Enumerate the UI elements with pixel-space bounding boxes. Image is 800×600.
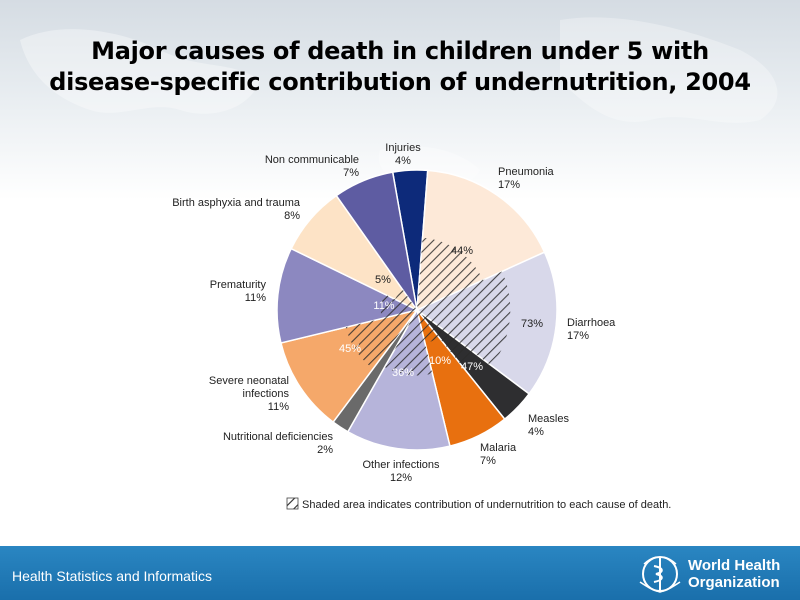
undernutrition-hatch-prematurity [380, 294, 417, 319]
undernutrition-label-pneumonia: 44% [451, 245, 473, 257]
undernutrition-hatch-severe-neonatal-infections [345, 310, 417, 369]
undernutrition-label-measles: 47% [461, 361, 483, 373]
title-line-1: Major causes of death in children under … [91, 37, 709, 65]
undernutrition-label-severe-neonatal-infections: 45% [339, 343, 361, 355]
world-map-watermark [20, 17, 778, 190]
undernutrition-hatch-birth-asphyxia-and-trauma [395, 290, 417, 310]
slice-label-pneumonia: Pneumonia 17% [498, 166, 555, 191]
slice-label-malaria: Malaria 7% [480, 442, 517, 467]
chart-legend: Shaded area indicates contribution of un… [286, 497, 671, 511]
legend-note: Shaded area indicates contribution of un… [302, 499, 671, 511]
legend-hatch-swatch [286, 497, 299, 510]
pie-chart: 44% 73% 47% 10% 36% 45% 11% 5% Injuries 4% Pneumo… [172, 142, 671, 511]
slice-label-injuries: Injuries 4% [385, 142, 421, 167]
undernutrition-hatch-diarrhoea [417, 271, 511, 366]
header-background [0, 0, 800, 200]
organization-name: World Health Organization [688, 557, 780, 591]
undernutrition-hatch-malaria [417, 310, 439, 344]
slice-label-nutritional-deficiencies: Nutritional deficiencies 2% [223, 431, 334, 456]
title-line-2: disease-specific contribution of undernu… [49, 68, 751, 96]
slice-label-diarrhoea: Diarrhoea 17% [567, 317, 616, 342]
undernutrition-label-prematurity: 11% [373, 300, 394, 312]
footer-bar: Health Statistics and Informatics [0, 546, 800, 600]
who-emblem-icon [639, 556, 681, 593]
undernutrition-hatch-measles [417, 310, 477, 369]
pie-slice-non-communicable [335, 171, 418, 311]
undernutrition-hatch-other-infections [384, 310, 433, 376]
slice-label-prematurity: Prematurity 11% [210, 279, 267, 304]
page-title: Major causes of death in children under … [20, 36, 780, 98]
undernutrition-label-malaria: 10% [429, 355, 451, 367]
undernutrition-label-diarrhoea: 73% [521, 318, 543, 330]
slice-label-birth-asphyxia-and-trauma: Birth asphyxia and trauma 8% [172, 197, 301, 222]
org-name-line-1: World Health [688, 557, 781, 574]
org-name-line-2: Organization [688, 574, 780, 591]
undernutrition-label-other-infections: 36% [392, 367, 414, 379]
slice-label-other-infections: Other infections 12% [362, 459, 440, 484]
slice-label-measles: Measles 4% [528, 413, 569, 438]
undernutrition-hatch-pneumonia [417, 237, 483, 310]
undernutrition-label-birth-asphyxia-and-trauma: 5% [375, 274, 391, 286]
pie-slice-prematurity [276, 247, 420, 344]
footer-left-text: Health Statistics and Informatics [12, 568, 212, 584]
slice-label-non-communicable: Non communicable 7% [265, 154, 359, 179]
slice-label-severe-neonatal-infections: Severe neonatal infections 11% [209, 375, 290, 413]
